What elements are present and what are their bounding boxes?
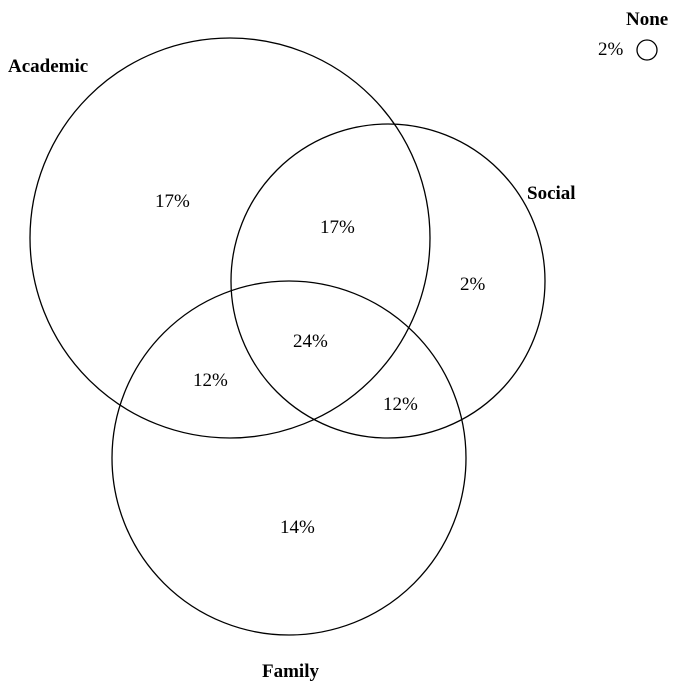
none-label: None: [626, 9, 668, 30]
academic-social-value: 17%: [320, 217, 355, 238]
family-circle: [111, 280, 467, 636]
all-three-value: 24%: [293, 331, 328, 352]
social-circle: [230, 123, 546, 439]
academic-circle: [29, 37, 431, 439]
none-circle: [636, 39, 658, 61]
family-label: Family: [262, 661, 319, 682]
social-only-value: 2%: [460, 274, 486, 295]
academic-only-value: 17%: [155, 191, 190, 212]
social-family-value: 12%: [383, 394, 418, 415]
academic-label: Academic: [8, 56, 88, 77]
academic-family-value: 12%: [193, 370, 228, 391]
none-value: 2%: [598, 39, 624, 60]
family-only-value: 14%: [280, 517, 315, 538]
social-label: Social: [527, 183, 576, 204]
